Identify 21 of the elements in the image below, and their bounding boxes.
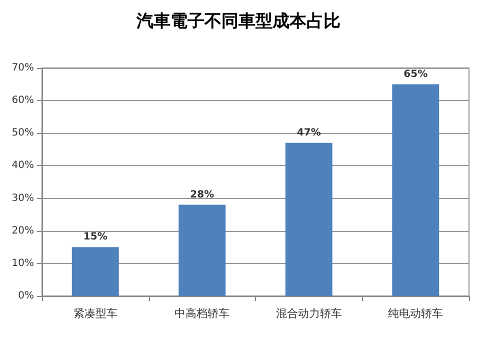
data-label: 28%	[190, 189, 214, 200]
y-tick-label: 30%	[12, 192, 34, 204]
bar	[392, 84, 440, 296]
bar	[178, 204, 226, 296]
y-tick-label: 40%	[12, 160, 34, 172]
data-label: 15%	[83, 232, 108, 243]
bar	[72, 247, 119, 296]
bar	[285, 142, 332, 296]
y-tick-label: 10%	[12, 258, 34, 269]
y-tick-label: 70%	[12, 62, 34, 74]
y-tick-label: 20%	[12, 225, 34, 236]
x-tick-label: 纯电动轿车	[388, 307, 444, 320]
x-tick-label: 混合动力轿车	[276, 307, 342, 320]
data-label: 65%	[404, 68, 428, 80]
data-label: 47%	[296, 127, 321, 138]
chart-title: 汽車電子不同車型成本占比	[136, 12, 340, 32]
x-tick-label: 紧凑型车	[73, 307, 118, 320]
x-tick-label: 中高档轿车	[174, 307, 230, 320]
y-tick-label: 60%	[12, 95, 34, 106]
y-tick-label: 0%	[18, 290, 34, 302]
y-tick-label: 50%	[12, 128, 34, 139]
